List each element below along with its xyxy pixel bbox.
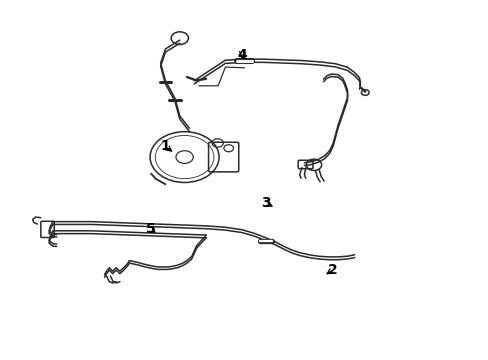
Text: 1: 1 xyxy=(160,139,170,153)
Text: 4: 4 xyxy=(237,48,246,62)
Text: 5: 5 xyxy=(146,222,156,237)
Text: 3: 3 xyxy=(261,196,270,210)
Text: 2: 2 xyxy=(327,263,337,277)
